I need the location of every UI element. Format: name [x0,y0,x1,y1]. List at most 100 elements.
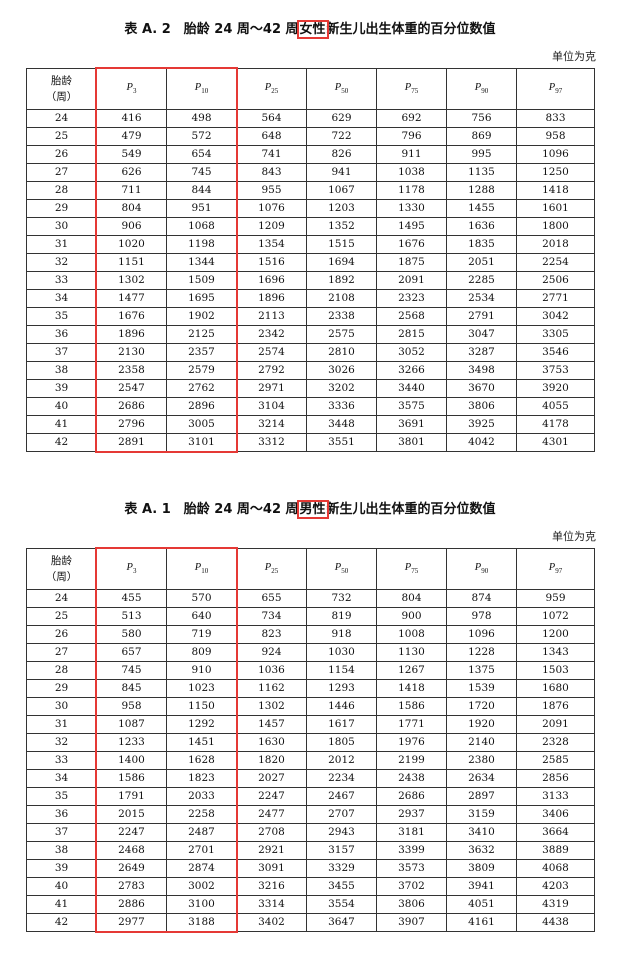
cell-gestational-week: 26 [26,625,97,644]
cell-weight: 955 [236,181,307,200]
cell-weight: 1539 [446,679,517,698]
cell-gestational-week: 33 [26,751,97,770]
header-age-line1: 胎龄 [51,75,72,87]
highlight-box-p3-p10-female [95,67,238,453]
unit-label: 单位为克 [552,530,596,543]
cell-gestational-week: 39 [26,859,97,878]
header-percentile-p10: P10 [166,548,237,590]
header-percentile-p50: P50 [306,548,377,590]
percentile-subscript: 75 [411,87,419,96]
title-highlight-female: 女性 [296,20,329,39]
table-row: 26 580 719 823 918 1008 1096 1200 [26,625,595,644]
cell-weight: 1302 [236,697,307,716]
percentile-subscript: 3 [132,567,137,576]
cell-weight: 2258 [166,805,237,824]
cell-weight: 3455 [306,877,377,896]
cell-weight: 1209 [236,217,307,236]
header-percentile-p3: P3 [96,68,167,110]
cell-weight: 3753 [516,361,595,380]
cell-weight: 2575 [306,325,377,344]
cell-weight: 1515 [306,235,377,254]
cell-weight: 1228 [446,643,517,662]
cell-weight: 2856 [516,769,595,788]
cell-gestational-week: 34 [26,769,97,788]
cell-weight: 2921 [236,841,307,860]
percentile-symbol: P [404,81,412,93]
cell-weight: 2686 [376,787,447,806]
cell-weight: 819 [306,607,377,626]
cell-weight: 4319 [516,895,595,914]
percentile-subscript: 97 [555,567,563,576]
cell-weight: 941 [306,163,377,182]
cell-gestational-week: 37 [26,343,97,362]
cell-weight: 1455 [446,199,517,218]
cell-weight: 1154 [306,661,377,680]
cell-weight: 629 [306,109,377,128]
percentile-symbol: P [194,561,202,573]
cell-weight: 1680 [516,679,595,698]
cell-weight: 1920 [446,715,517,734]
cell-weight: 3047 [446,325,517,344]
cell-weight: 2634 [446,769,517,788]
header-age-line2: （周） [45,91,78,103]
cell-weight: 3026 [306,361,377,380]
cell-weight: 3691 [376,415,447,434]
cell-weight: 869 [446,127,517,146]
cell-weight: 4051 [446,895,517,914]
cell-weight: 843 [236,163,307,182]
cell-weight: 2771 [516,289,595,308]
cell-weight: 1586 [96,769,167,788]
cell-weight: 3202 [306,379,377,398]
cell-gestational-week: 30 [26,217,97,236]
cell-gestational-week: 40 [26,877,97,896]
percentile-subscript: 10 [201,87,209,96]
cell-weight: 1036 [236,661,307,680]
birthweight-table-male: 胎龄 （周） P3 P10 P25 P50 P75 P90 P97 24 455 570 655 732 8… [26,548,595,932]
percentile-symbol: P [548,81,556,93]
cell-gestational-week: 29 [26,679,97,698]
cell-weight: 1135 [446,163,517,182]
cell-weight: 479 [96,127,167,146]
cell-gestational-week: 40 [26,397,97,416]
cell-weight: 4203 [516,877,595,896]
cell-weight: 648 [236,127,307,146]
header-percentile-p90: P90 [446,68,517,110]
cell-weight: 3305 [516,325,595,344]
cell-weight: 2792 [236,361,307,380]
table-row: 30 958 1150 1302 1446 1586 1720 1876 [26,697,595,716]
cell-weight: 1352 [306,217,377,236]
cell-gestational-week: 34 [26,289,97,308]
cell-weight: 1695 [166,289,237,308]
cell-weight: 564 [236,109,307,128]
cell-weight: 1586 [376,697,447,716]
cell-weight: 3702 [376,877,447,896]
cell-weight: 2323 [376,289,447,308]
header-age-line1: 胎龄 [51,555,72,567]
table-row: 40 2686 2896 3104 3336 3575 3806 4055 [26,397,595,416]
cell-weight: 2247 [236,787,307,806]
cell-weight: 1800 [516,217,595,236]
cell-weight: 2937 [376,805,447,824]
header-percentile-p90: P90 [446,548,517,590]
cell-weight: 1178 [376,181,447,200]
cell-weight: 1720 [446,697,517,716]
table-row: 37 2130 2357 2574 2810 3052 3287 3546 [26,343,595,362]
header-percentile-p3: P3 [96,548,167,590]
cell-weight: 958 [516,127,595,146]
cell-weight: 2438 [376,769,447,788]
cell-weight: 3091 [236,859,307,878]
percentile-subscript: 50 [341,87,349,96]
percentile-subscript: 25 [271,567,279,576]
cell-gestational-week: 25 [26,607,97,626]
cell-weight: 1805 [306,733,377,752]
cell-gestational-week: 42 [26,433,97,452]
percentile-subscript: 25 [271,87,279,96]
table-title-female: 表 A. 2 胎龄 24 周～42 周女性新生儿出生体重的百分位数值 [0,18,620,39]
header-percentile-p25: P25 [236,68,307,110]
cell-weight: 2234 [306,769,377,788]
percentile-symbol: P [334,81,342,93]
cell-weight: 3448 [306,415,377,434]
cell-weight: 1630 [236,733,307,752]
table-row: 26 549 654 741 826 911 995 1096 [26,145,595,164]
cell-weight: 1418 [376,679,447,698]
